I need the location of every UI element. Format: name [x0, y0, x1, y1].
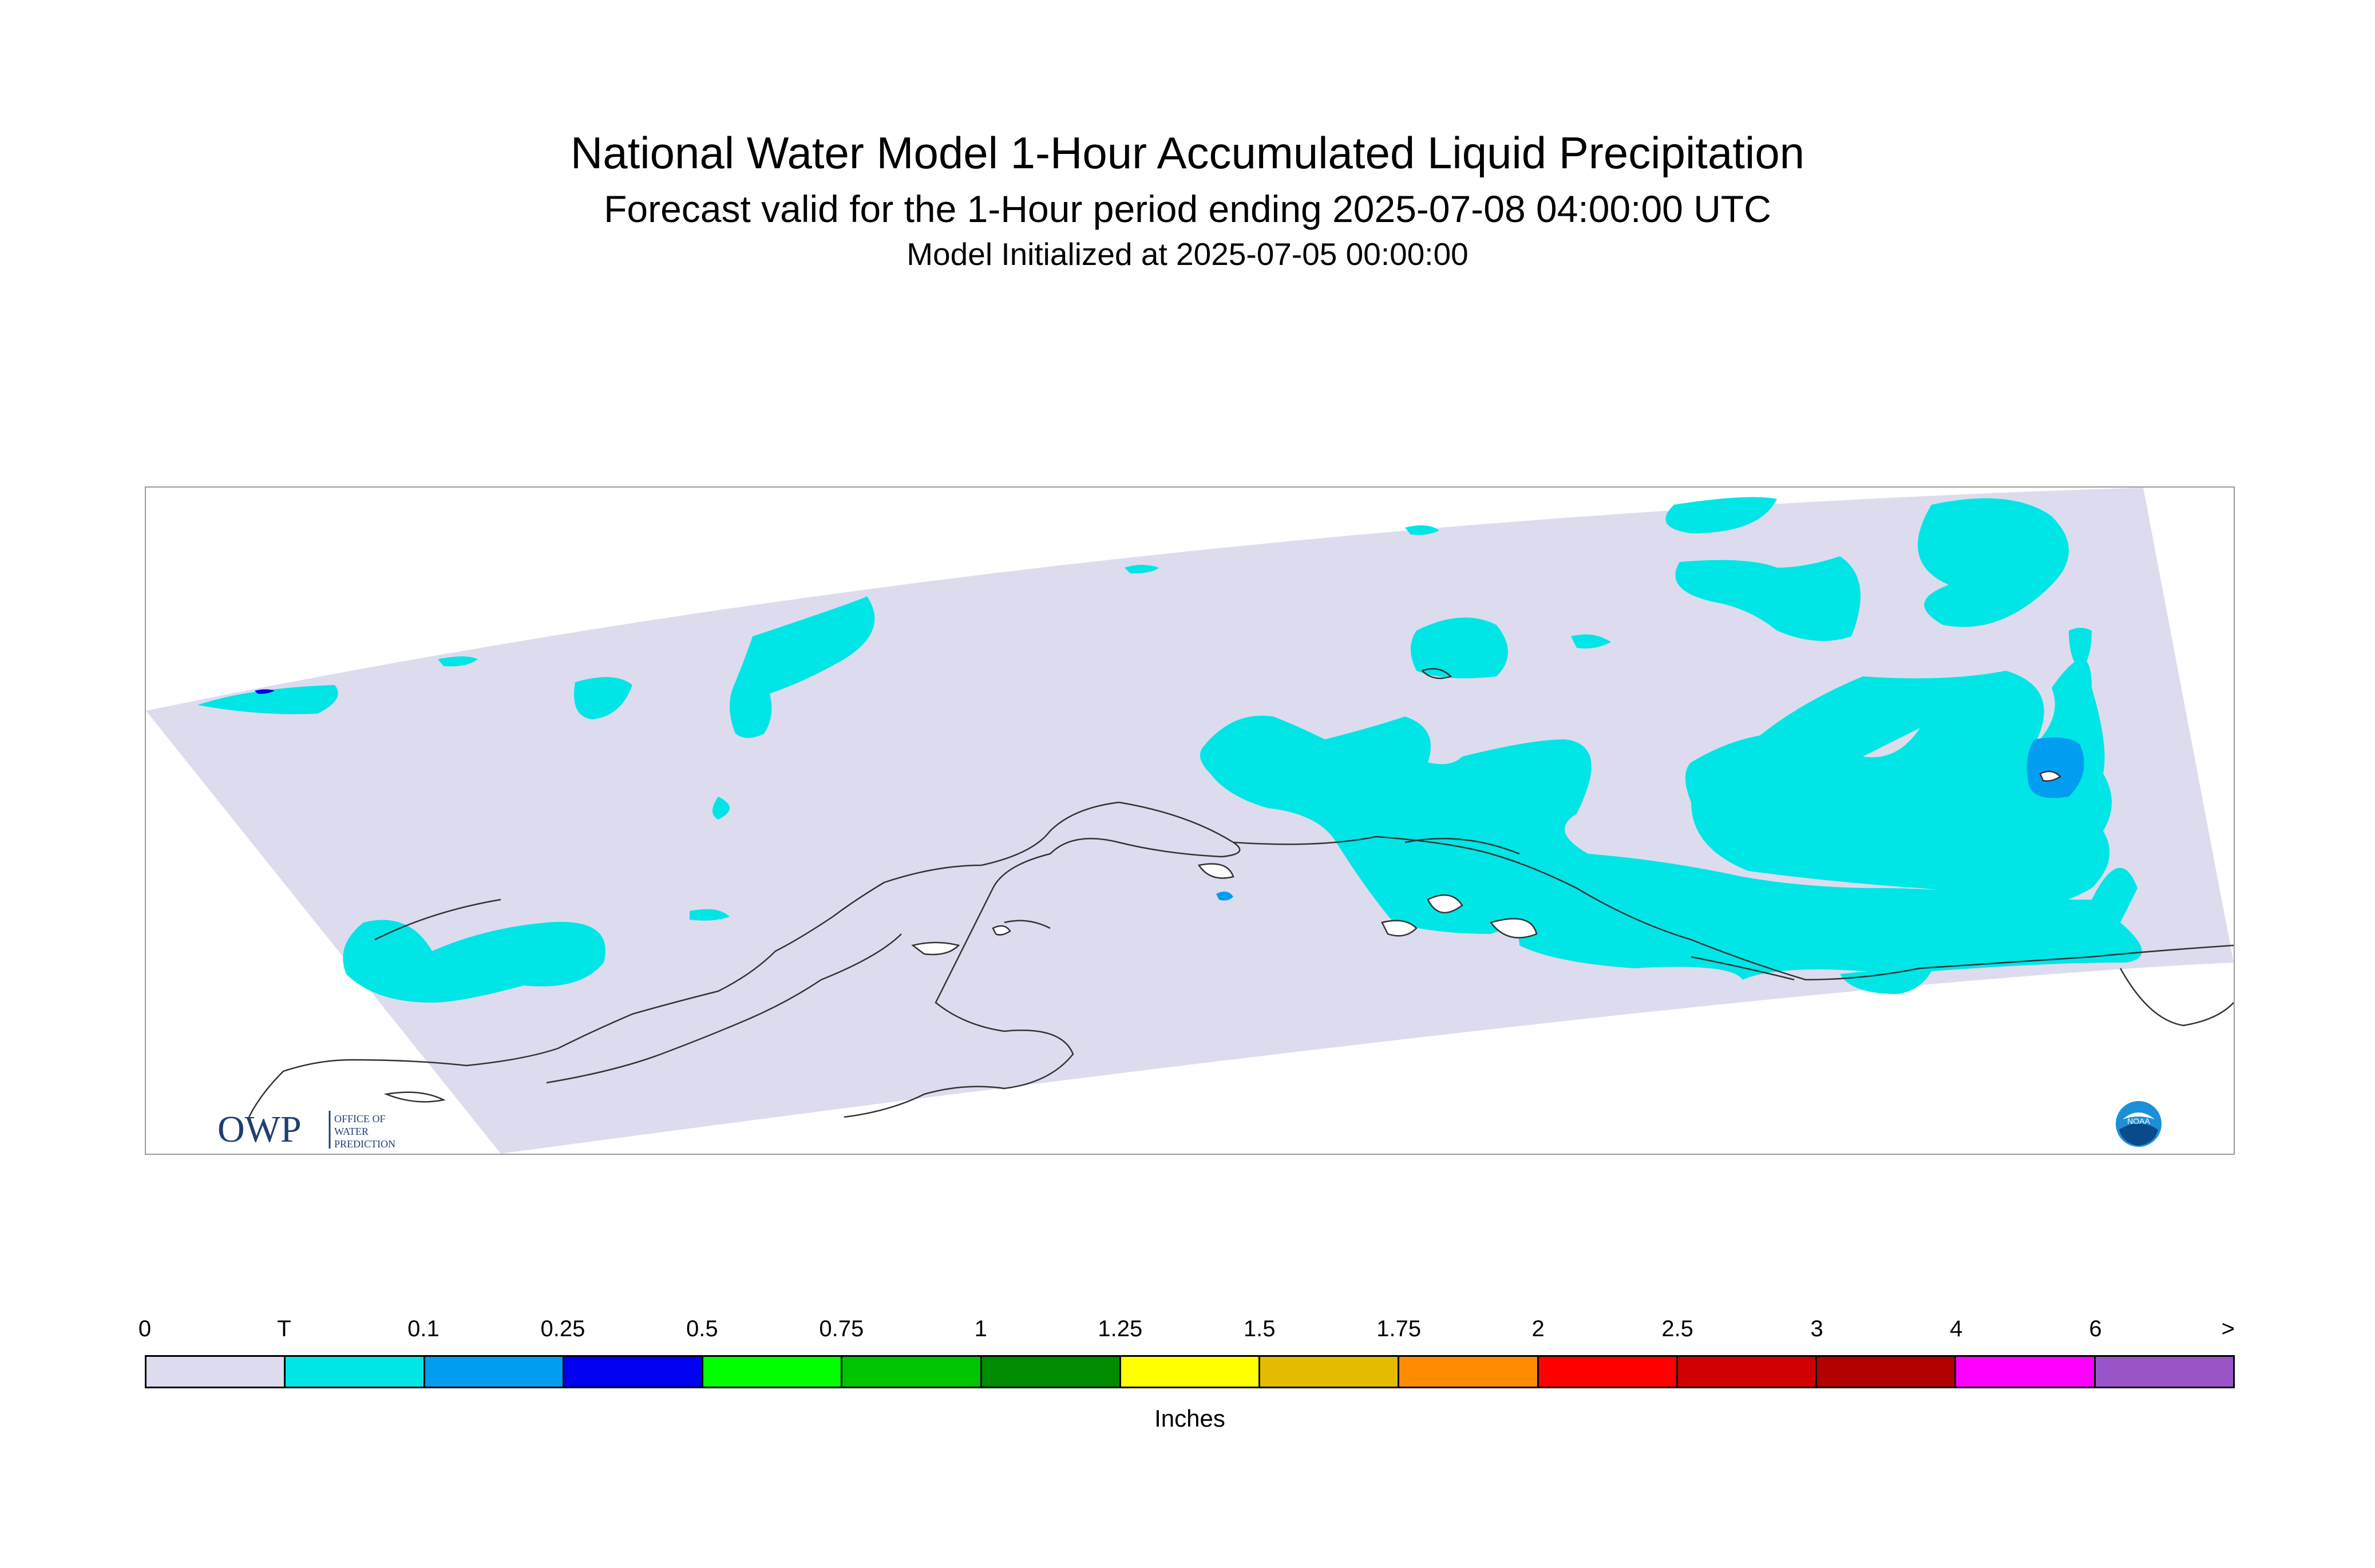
- owp-logo-line-3: PREDICTION: [334, 1138, 395, 1150]
- islands: [383, 770, 2061, 1103]
- map-subtitle: Forecast valid for the 1-Hour period end…: [604, 188, 1771, 230]
- light-precip-area: [2026, 737, 2084, 798]
- owp-logo-mark: OWP: [217, 1108, 302, 1150]
- legend-swatch: [1956, 1357, 2096, 1387]
- legend-tick: 2.5: [1661, 1316, 1693, 1341]
- legend-tick: 0: [138, 1316, 152, 1341]
- legend-tick: 1: [974, 1316, 987, 1341]
- precipitation-legend: 0 T 0.1 0.25 0.5 0.75 1 1.25 1.5 1.75 2 …: [138, 1316, 2235, 1442]
- legend-tick: T: [277, 1316, 291, 1341]
- legend-swatch: [425, 1357, 564, 1387]
- legend-swatch: [1817, 1357, 1957, 1387]
- legend-tick: 1.75: [1376, 1316, 1422, 1341]
- legend-tick: 0.5: [686, 1316, 718, 1341]
- legend-swatch: [147, 1357, 286, 1387]
- legend-tick: 2: [1531, 1316, 1545, 1341]
- legend-tick: 0.25: [540, 1316, 585, 1341]
- owp-logo-line-2: WATER: [334, 1126, 369, 1137]
- legend-swatch: [1538, 1357, 1678, 1387]
- legend-color-bar: [145, 1355, 2235, 1388]
- legend-tick: 1.25: [1098, 1316, 1143, 1341]
- legend-swatch: [2095, 1357, 2233, 1387]
- coastlines: [248, 668, 2234, 1118]
- legend-swatch: [1677, 1357, 1818, 1387]
- legend-tick: 0.75: [819, 1316, 864, 1341]
- legend-swatch: [286, 1357, 425, 1387]
- legend-tick: 0.1: [407, 1316, 440, 1341]
- noaa-logo-icon: NOAA: [2116, 1101, 2162, 1147]
- map-canvas: [146, 488, 2234, 1154]
- trace-precip-areas: [197, 497, 2142, 1003]
- legend-tick: 4: [1949, 1316, 1963, 1341]
- legend-swatch: [842, 1357, 982, 1387]
- legend-swatch: [1399, 1357, 1539, 1387]
- legend-tick: 3: [1810, 1316, 1823, 1341]
- legend-swatch: [1260, 1357, 1400, 1387]
- legend-tick: 6: [2089, 1316, 2102, 1341]
- owp-logo: OWP OFFICE OF WATER PREDICTION: [217, 1108, 435, 1154]
- map-title: National Water Model 1-Hour Accumulated …: [570, 128, 1805, 178]
- legend-swatch: [1121, 1357, 1261, 1387]
- legend-swatch: [564, 1357, 704, 1387]
- noaa-logo: NOAA: [2115, 1100, 2163, 1148]
- legend-tick: >: [2221, 1316, 2235, 1341]
- owp-logo-line-1: OFFICE OF: [334, 1113, 386, 1124]
- light-precip-spot: [1216, 892, 1233, 901]
- legend-swatch: [981, 1357, 1121, 1387]
- legend-unit-label: Inches: [1154, 1405, 1225, 1432]
- noaa-logo-text: NOAA: [2127, 1116, 2150, 1126]
- legend-swatch: [703, 1357, 843, 1387]
- model-init-label: Model Initialized at 2025-07-05 00:00:00: [907, 236, 1468, 272]
- legend-tick: 1.5: [1243, 1316, 1276, 1341]
- moderate-precip-spot: [255, 689, 275, 694]
- owp-logo-graphic: OWP OFFICE OF WATER PREDICTION: [217, 1108, 395, 1150]
- precipitation-map: OWP OFFICE OF WATER PREDICTION NOAA: [145, 486, 2235, 1155]
